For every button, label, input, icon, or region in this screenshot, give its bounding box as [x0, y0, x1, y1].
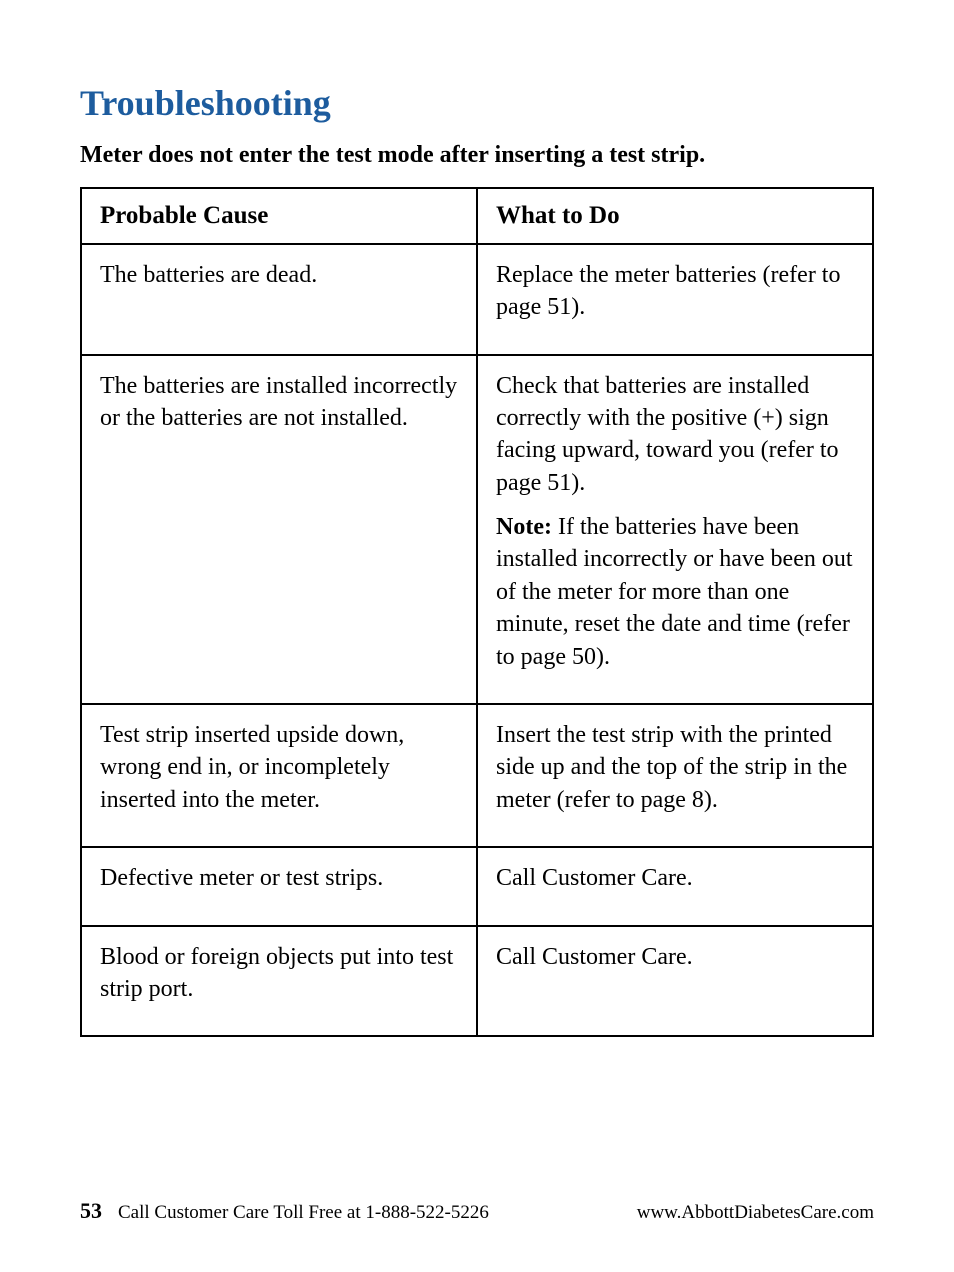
page-number: 53 [80, 1198, 102, 1224]
cause-cell: Test strip inserted upside down, wrong e… [81, 704, 477, 847]
troubleshooting-table: Probable Cause What to Do The batteries … [80, 187, 874, 1037]
table-row: Test strip inserted upside down, wrong e… [81, 704, 873, 847]
cause-cell: The batteries are dead. [81, 244, 477, 355]
note-label: Note: [496, 514, 552, 540]
cause-cell: Defective meter or test strips. [81, 847, 477, 925]
action-cell: Insert the test strip with the printed s… [477, 704, 873, 847]
page-container: Troubleshooting Meter does not enter the… [0, 0, 954, 1272]
action-note: Note: If the batteries have been install… [496, 511, 854, 673]
table-row: Blood or foreign objects put into test s… [81, 926, 873, 1037]
problem-statement: Meter does not enter the test mode after… [80, 142, 874, 169]
page-footer: 53 Call Customer Care Toll Free at 1-888… [80, 1198, 874, 1224]
table-row: The batteries are installed incorrectly … [81, 355, 873, 705]
action-text: Check that batteries are installed corre… [496, 370, 854, 500]
action-cell: Call Customer Care. [477, 847, 873, 925]
action-cell: Call Customer Care. [477, 926, 873, 1037]
action-cell: Check that batteries are installed corre… [477, 355, 873, 705]
action-cell: Replace the meter batteries (refer to pa… [477, 244, 873, 355]
cause-cell: Blood or foreign objects put into test s… [81, 926, 477, 1037]
footer-care-text: Call Customer Care Toll Free at 1-888-52… [118, 1202, 489, 1224]
table-header-row: Probable Cause What to Do [81, 188, 873, 244]
table-row: The batteries are dead. Replace the mete… [81, 244, 873, 355]
col-header-cause: Probable Cause [81, 188, 477, 244]
cause-cell: The batteries are installed incorrectly … [81, 355, 477, 705]
table-row: Defective meter or test strips. Call Cus… [81, 847, 873, 925]
col-header-action: What to Do [477, 188, 873, 244]
section-title: Troubleshooting [80, 82, 874, 124]
footer-url: www.AbbottDiabetesCare.com [637, 1202, 874, 1224]
